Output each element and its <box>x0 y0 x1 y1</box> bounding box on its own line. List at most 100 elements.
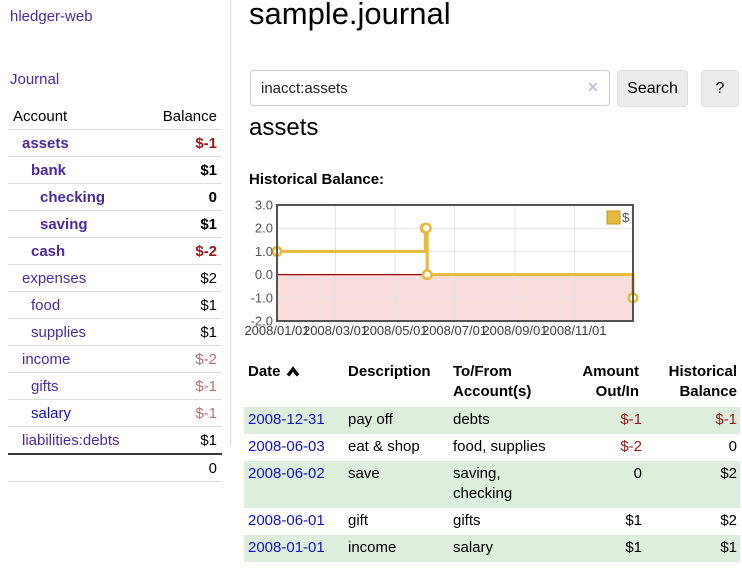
register-amount: $-2 <box>620 438 642 455</box>
date-link[interactable]: 2008-06-01 <box>248 512 325 529</box>
register-col-tofrom: To/From Account(s) <box>453 363 532 400</box>
register-accounts: gifts <box>453 512 481 529</box>
account-balance: $-1 <box>195 134 217 152</box>
account-link[interactable]: liabilities:debts <box>22 431 120 449</box>
svg-text:-2.0: -2.0 <box>251 314 273 329</box>
account-link[interactable]: gifts <box>31 377 59 395</box>
page-title: sample.journal <box>249 0 451 31</box>
account-balance: $-2 <box>195 350 217 368</box>
register-description: eat & shop <box>348 438 420 455</box>
account-row: saving $1 <box>8 211 222 238</box>
account-balance: 0 <box>208 188 217 206</box>
help-button[interactable]: ? <box>701 70 739 107</box>
table-row: 2008-12-31 pay off debts $-1 $-1 <box>244 407 740 434</box>
register-balance: $2 <box>720 465 737 482</box>
search-button[interactable]: Search <box>617 70 688 107</box>
account-link[interactable]: checking <box>40 188 106 206</box>
register-table: Date Description To/From Account(s) Amount … <box>244 362 740 562</box>
svg-text:1.0: 1.0 <box>255 244 273 259</box>
account-link[interactable]: income <box>22 350 71 368</box>
search-input[interactable] <box>250 70 610 106</box>
chart-canvas: $3.0 2.0 1.0 0.0 -1.0 -2.02008/01/012008/03/0… <box>244 198 639 338</box>
account-link[interactable]: bank <box>31 161 67 179</box>
sidebar-total-row: 0 <box>8 454 222 482</box>
historical-balance-chart: $3.0 2.0 1.0 0.0 -1.0 -2.0 2008/01/01 2008/03/0… <box>240 198 742 346</box>
account-link[interactable]: supplies <box>31 323 87 341</box>
svg-text:3.0: 3.0 <box>255 198 273 213</box>
svg-text:2.0: 2.0 <box>255 221 273 236</box>
account-row: assets $-1 <box>8 130 222 157</box>
account-balance: $1 <box>200 296 217 314</box>
account-balance: $-2 <box>195 242 217 260</box>
account-row: supplies $1 <box>8 319 222 346</box>
account-link[interactable]: saving <box>40 215 88 233</box>
account-row: cash $-2 <box>8 238 222 265</box>
clear-search-icon[interactable]: ✕ <box>587 79 599 95</box>
svg-text:2008/03/01: 2008/03/01 <box>303 323 368 338</box>
account-balance: $-1 <box>195 377 217 395</box>
register-amount: 0 <box>633 465 642 482</box>
account-link[interactable]: cash <box>31 242 66 260</box>
accounts-col-account: Account <box>8 103 148 130</box>
register-accounts: salary <box>453 539 494 556</box>
register-balance: 0 <box>728 438 737 455</box>
legend-label: $ <box>622 210 630 225</box>
date-link[interactable]: 2008-06-02 <box>248 465 325 482</box>
register-amount: $1 <box>625 539 642 556</box>
sidebar-divider <box>230 0 231 446</box>
sidebar-total-balance: 0 <box>208 459 217 477</box>
account-row: food $1 <box>8 292 222 319</box>
account-row: gifts $-1 <box>8 373 222 400</box>
sort-asc-icon <box>286 366 299 377</box>
account-row: liabilities:debts $1 <box>8 427 222 455</box>
register-col-description: Description <box>348 363 431 380</box>
date-link[interactable]: 2008-01-01 <box>248 539 325 556</box>
date-link[interactable]: 2008-12-31 <box>248 411 325 428</box>
account-balance: $1 <box>200 323 217 341</box>
register-date: 2008-01-01 <box>244 535 344 562</box>
account-link[interactable]: expenses <box>22 269 87 287</box>
register-header-row: Date Description To/From Account(s) Amount … <box>244 362 740 407</box>
register-accounts: debts <box>453 411 490 428</box>
register-accounts: saving, checking <box>453 465 513 502</box>
date-link[interactable]: 2008-06-03 <box>248 438 325 455</box>
register-date: 2008-12-31 <box>244 407 344 434</box>
svg-text:2008/05/01: 2008/05/01 <box>362 323 427 338</box>
svg-text:2008/11/01: 2008/11/01 <box>542 323 606 338</box>
account-balance: $1 <box>200 215 217 233</box>
account-link[interactable]: food <box>31 296 61 314</box>
register-accounts: food, supplies <box>453 438 546 455</box>
sidebar-item-journal[interactable]: Journal <box>10 71 60 88</box>
register-col-amount: Amount Out/In <box>582 363 639 400</box>
svg-text:2008/07/01: 2008/07/01 <box>422 323 487 338</box>
account-balance: $1 <box>200 161 217 179</box>
register-col-historical: Historical Balance <box>668 363 737 400</box>
account-balance: $1 <box>200 431 217 449</box>
register-balance: $-1 <box>715 411 737 428</box>
account-heading: assets <box>249 114 319 141</box>
table-row: 2008-06-02 save saving, checking 0 $2 <box>244 461 740 508</box>
register-description: gift <box>348 512 369 529</box>
table-row: 2008-06-01 gift gifts $1 $2 <box>244 508 740 535</box>
register-amount: $-1 <box>620 411 642 428</box>
search-bar: ✕ Search ? <box>250 70 740 107</box>
register-date: 2008-06-03 <box>244 434 344 461</box>
register-balance: $2 <box>720 512 737 529</box>
register-description: save <box>348 465 380 482</box>
accounts-col-balance: Balance <box>147 103 222 130</box>
brand-link[interactable]: hledger-web <box>10 8 93 25</box>
register-amount: $1 <box>625 512 642 529</box>
register-col-date[interactable]: Date <box>244 362 344 407</box>
table-row: 2008-01-01 income salary $1 $1 <box>244 535 740 562</box>
brand: hledger-web <box>10 8 93 25</box>
chart-title: Historical Balance: <box>249 171 385 188</box>
register-description: income <box>348 539 397 556</box>
register-description: pay off <box>348 411 393 428</box>
svg-text:-1.0: -1.0 <box>251 290 273 305</box>
account-link[interactable]: salary <box>31 404 72 422</box>
accounts-table: Account Balance assets $-1 bank $1 checking 0… <box>8 103 222 482</box>
account-row: checking 0 <box>8 184 222 211</box>
table-row: 2008-06-03 eat & shop food, supplies $-2 0 <box>244 434 740 461</box>
account-link[interactable]: assets <box>22 134 69 152</box>
svg-text:2008/01/01: 2008/01/01 <box>244 323 309 338</box>
